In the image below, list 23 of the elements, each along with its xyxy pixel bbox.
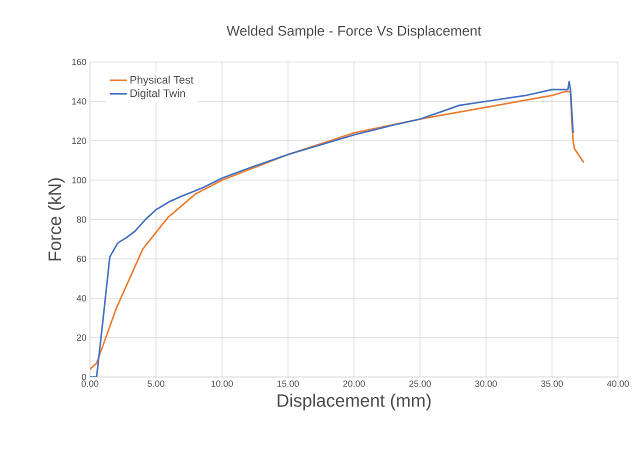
x-tick-label: 25.00 [409, 380, 431, 387]
y-tick-label: 80 [76, 216, 86, 223]
legend-label: Digital Twin [130, 89, 185, 100]
y-tick-label: 160 [72, 58, 86, 66]
y-tick-label: 100 [72, 176, 86, 184]
y-axis-title: Force (kN) [48, 178, 65, 260]
x-tick-label: 30.00 [475, 380, 497, 387]
x-tick-label: 5.00 [148, 380, 164, 387]
legend-label: Physical Test [130, 76, 194, 86]
x-tick-label: 35.00 [541, 380, 563, 387]
x-tick-label: 15.00 [277, 380, 299, 387]
x-tick-label: 10.00 [211, 380, 233, 387]
y-tick-label: 60 [76, 256, 86, 262]
x-tick-label: 40.00 [606, 380, 629, 387]
x-axis-title: Displacement (mm) [278, 394, 431, 410]
y-tick-label: 140 [72, 98, 86, 105]
x-tick-label: 0.00 [82, 380, 98, 387]
y-tick-label: 120 [72, 138, 86, 144]
x-tick-label: 20.00 [343, 380, 365, 387]
chart-title: Welded Sample - Force Vs Displacement [226, 25, 482, 38]
y-tick-label: 20 [76, 334, 86, 341]
y-tick-label: 40 [76, 295, 86, 302]
y-tick-label: 0 [82, 374, 86, 380]
